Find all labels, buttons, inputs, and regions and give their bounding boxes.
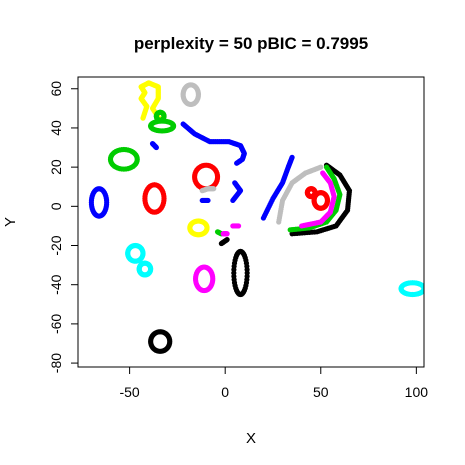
data-point xyxy=(210,278,216,284)
x-tick-label: 50 xyxy=(313,384,329,400)
y-tick-label: 0 xyxy=(48,202,64,210)
point-cluster-black xyxy=(148,329,173,354)
plot-frame xyxy=(77,76,425,368)
point-cluster-magenta xyxy=(299,170,337,229)
y-axis: -80 -60 -40 -20 0 20 40 60 xyxy=(48,81,79,373)
point-cluster-blue xyxy=(230,180,244,204)
point-cluster-magenta xyxy=(220,231,230,237)
data-point xyxy=(230,197,236,204)
point-cluster-yellow xyxy=(187,218,210,238)
data-point xyxy=(204,226,210,232)
data-point xyxy=(320,170,326,176)
data-point xyxy=(235,223,242,229)
data-point xyxy=(289,154,295,160)
point-cluster-red xyxy=(304,186,318,200)
point-cluster-green xyxy=(107,146,140,172)
data-point xyxy=(318,164,324,170)
data-point xyxy=(161,198,167,204)
data-point xyxy=(134,158,140,164)
y-tick-label: 20 xyxy=(48,159,64,175)
point-cluster-gray xyxy=(199,186,217,194)
y-tick-label: 60 xyxy=(48,81,64,97)
y-tick-label: -40 xyxy=(48,274,64,294)
data-point xyxy=(205,197,211,204)
plot-area xyxy=(88,80,424,354)
point-cluster-cyan xyxy=(398,280,424,298)
point-cluster-yellow xyxy=(138,80,163,123)
point-cluster-blue xyxy=(260,154,295,221)
point-cluster-cyan xyxy=(136,260,154,278)
x-tick-label: 0 xyxy=(221,384,229,400)
point-cluster-blue xyxy=(149,141,159,151)
point-cluster-green xyxy=(153,109,167,123)
data-point xyxy=(312,190,318,196)
data-point xyxy=(214,176,221,182)
data-point xyxy=(323,164,330,170)
data-point xyxy=(234,160,240,166)
point-cluster-magenta xyxy=(192,264,216,294)
point-cluster-red xyxy=(142,182,167,215)
data-point xyxy=(103,201,110,208)
data-point xyxy=(147,267,154,273)
point-cluster-black xyxy=(289,162,353,237)
data-point xyxy=(324,199,330,205)
data-point xyxy=(421,286,424,293)
data-point xyxy=(161,114,167,120)
point-cluster-black xyxy=(231,248,250,298)
data-point xyxy=(153,144,159,151)
y-tick-label: -60 xyxy=(48,314,64,334)
y-tick-label: -80 xyxy=(48,353,64,373)
point-cluster-gray xyxy=(276,164,324,225)
point-cluster-blue xyxy=(180,121,247,166)
y-tick-label: -20 xyxy=(48,235,64,255)
data-point xyxy=(170,124,177,130)
data-point xyxy=(195,93,201,99)
x-tick-label: 100 xyxy=(405,384,429,400)
point-cluster-blue xyxy=(199,197,211,204)
x-axis: -50 0 50 100 xyxy=(119,366,429,400)
point-cluster-gray xyxy=(180,82,202,108)
data-point xyxy=(224,237,230,243)
point-cluster-black xyxy=(218,237,230,247)
data-point xyxy=(140,251,146,258)
point-cluster-cyan xyxy=(125,242,146,264)
data-point xyxy=(167,340,173,346)
x-tick-label: -50 xyxy=(119,384,139,400)
point-cluster-green xyxy=(148,118,177,134)
x-axis-label: X xyxy=(246,430,256,447)
data-point xyxy=(244,273,250,279)
y-axis-label: Y xyxy=(2,217,19,227)
point-cluster-blue xyxy=(88,186,110,219)
data-point xyxy=(211,186,217,192)
y-tick-label: 40 xyxy=(48,120,64,136)
chart-title: perplexity = 50 pBIC = 0.7995 xyxy=(134,34,368,53)
point-cluster-magenta xyxy=(230,223,242,229)
data-point xyxy=(224,231,230,237)
